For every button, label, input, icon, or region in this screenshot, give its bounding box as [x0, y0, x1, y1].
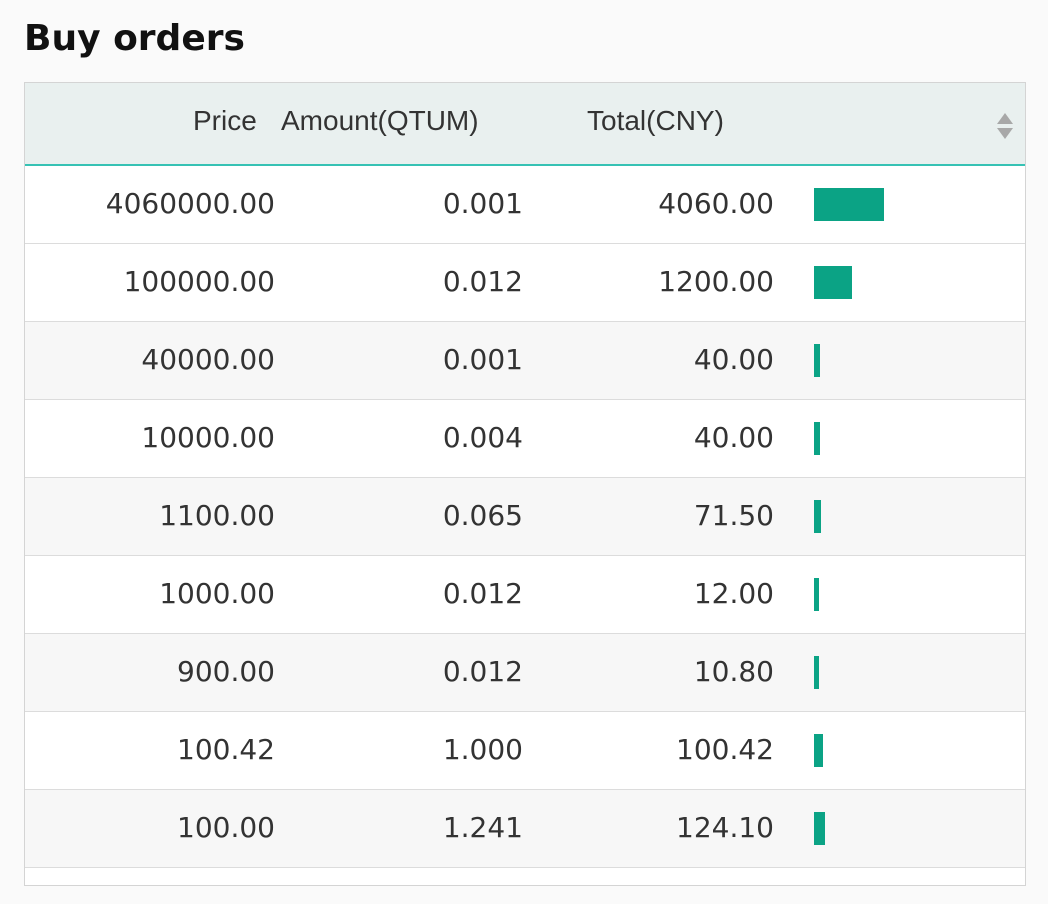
depth-bar — [814, 422, 820, 455]
table-footer-space — [25, 868, 1025, 884]
amount-cell: 1.000 — [442, 733, 523, 766]
table-row[interactable]: 100.00 1.241 124.10 — [25, 790, 1025, 868]
depth-bar — [814, 266, 852, 299]
total-cell: 71.50 — [693, 499, 774, 532]
total-cell: 40.00 — [693, 421, 774, 454]
depth-bar — [814, 344, 820, 377]
amount-cell: 0.001 — [442, 187, 523, 220]
total-cell: 1200.00 — [658, 265, 774, 298]
sort-icon[interactable] — [995, 111, 1015, 141]
total-cell: 100.42 — [676, 733, 774, 766]
table-row[interactable]: 1000.00 0.012 12.00 — [25, 556, 1025, 634]
price-cell: 100.00 — [177, 811, 275, 844]
depth-bar — [814, 734, 823, 767]
depth-bar — [814, 188, 884, 221]
table-row[interactable]: 4060000.00 0.001 4060.00 — [25, 166, 1025, 244]
table-row[interactable]: 1100.00 0.065 71.50 — [25, 478, 1025, 556]
table-row[interactable]: 100.42 1.000 100.42 — [25, 712, 1025, 790]
price-cell: 40000.00 — [141, 343, 275, 376]
depth-bar — [814, 500, 821, 533]
header-total[interactable]: Total(CNY) — [587, 105, 724, 136]
header-price[interactable]: Price — [193, 105, 257, 136]
price-cell: 4060000.00 — [105, 187, 275, 220]
section-title: Buy orders — [24, 18, 245, 59]
depth-bar — [814, 578, 819, 611]
amount-cell: 0.001 — [442, 343, 523, 376]
table-row[interactable]: 40000.00 0.001 40.00 — [25, 322, 1025, 400]
depth-bar — [814, 812, 825, 845]
amount-cell: 0.012 — [442, 577, 523, 610]
table-row[interactable]: 100000.00 0.012 1200.00 — [25, 244, 1025, 322]
total-cell: 10.80 — [693, 655, 774, 688]
price-cell: 10000.00 — [141, 421, 275, 454]
total-cell: 40.00 — [693, 343, 774, 376]
price-cell: 100000.00 — [123, 265, 275, 298]
total-cell: 4060.00 — [658, 187, 774, 220]
depth-bar — [814, 656, 819, 689]
total-cell: 12.00 — [693, 577, 774, 610]
amount-cell: 0.012 — [442, 265, 523, 298]
amount-cell: 0.065 — [442, 499, 523, 532]
price-cell: 1100.00 — [159, 499, 275, 532]
amount-cell: 1.241 — [442, 811, 523, 844]
price-cell: 100.42 — [177, 733, 275, 766]
price-cell: 900.00 — [177, 655, 275, 688]
amount-cell: 0.012 — [442, 655, 523, 688]
table-body: 4060000.00 0.001 4060.00 100000.00 0.012 1200… — [25, 166, 1025, 868]
price-cell: 1000.00 — [159, 577, 275, 610]
table-row[interactable]: 10000.00 0.004 40.00 — [25, 400, 1025, 478]
header-amount[interactable]: Amount(QTUM) — [281, 105, 479, 136]
amount-cell: 0.004 — [442, 421, 523, 454]
table-header: Price Amount(QTUM) Total(CNY) — [25, 83, 1025, 166]
total-cell: 124.10 — [676, 811, 774, 844]
buy-orders-table: Price Amount(QTUM) Total(CNY) 4060000.00… — [24, 82, 1026, 886]
table-row[interactable]: 900.00 0.012 10.80 — [25, 634, 1025, 712]
